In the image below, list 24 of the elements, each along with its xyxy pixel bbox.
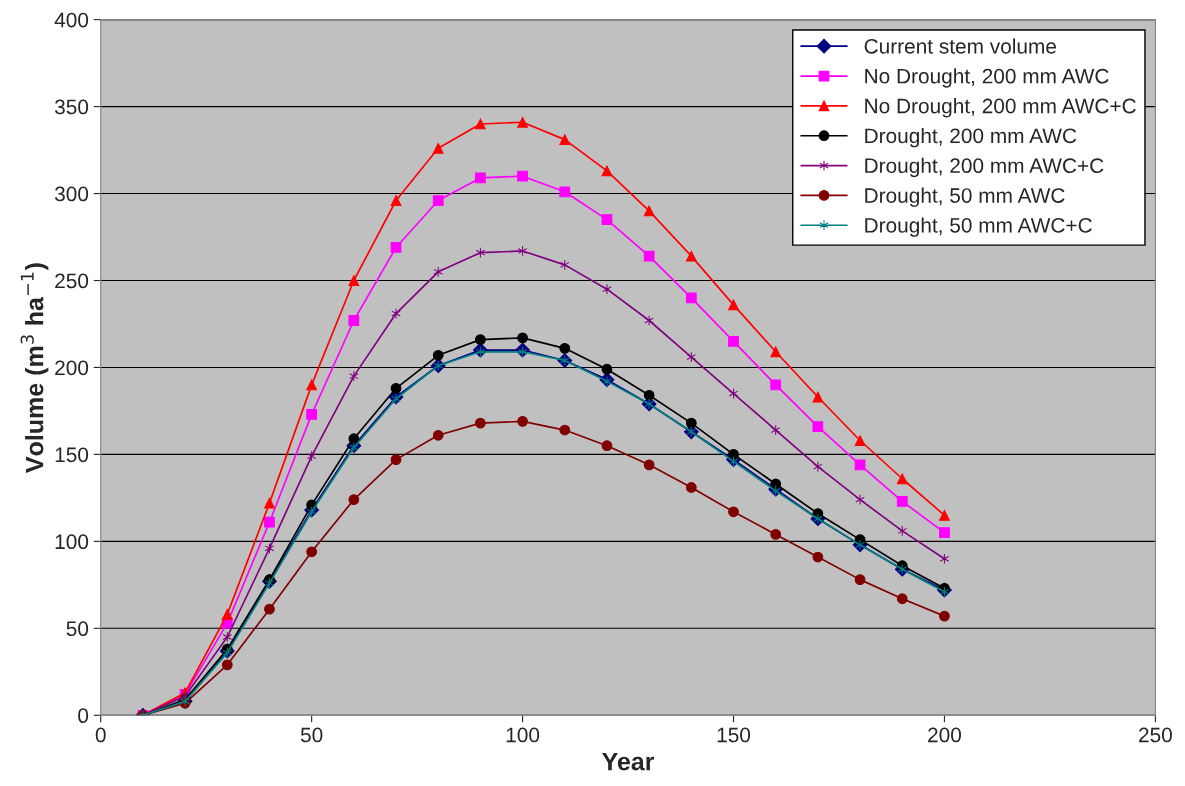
legend-label: No Drought, 200 mm AWC+C xyxy=(865,98,1136,118)
x-axis-title: Year xyxy=(602,752,655,771)
y-tick-label: 300 xyxy=(54,186,89,202)
legend-label: Drought, 50 mm AWC+C xyxy=(865,217,1092,237)
y-tick-label: 150 xyxy=(55,447,89,463)
x-tick-label: 100 xyxy=(506,727,540,743)
legend-label: Drought, 200 mm AWC xyxy=(865,127,1077,148)
legend-label: No Drought, 200 mm AWC xyxy=(865,68,1109,88)
y-axis-title: Volume (m$^{3}$ ha$^{−1}$) xyxy=(20,263,49,473)
y-tick-label: 50 xyxy=(66,621,89,637)
y-tick-label: 0 xyxy=(78,708,89,724)
y-tick-label: 250 xyxy=(55,273,89,289)
x-tick-label: 0 xyxy=(95,727,106,743)
y-tick-label: 400 xyxy=(54,12,89,28)
legend-label: Drought, 200 mm AWC+C xyxy=(865,157,1104,178)
x-tick-label: 50 xyxy=(300,727,323,743)
x-tick-label: 250 xyxy=(1139,727,1172,743)
legend-label: Current stem volume xyxy=(864,38,1057,54)
x-tick-label: 200 xyxy=(928,727,962,743)
legend-label: Drought, 50 mm AWC xyxy=(865,187,1065,208)
y-tick-label: 200 xyxy=(55,360,89,376)
y-tick-label: 100 xyxy=(55,534,89,550)
x-tick-label: 150 xyxy=(717,727,751,743)
y-tick-label: 350 xyxy=(54,99,89,115)
